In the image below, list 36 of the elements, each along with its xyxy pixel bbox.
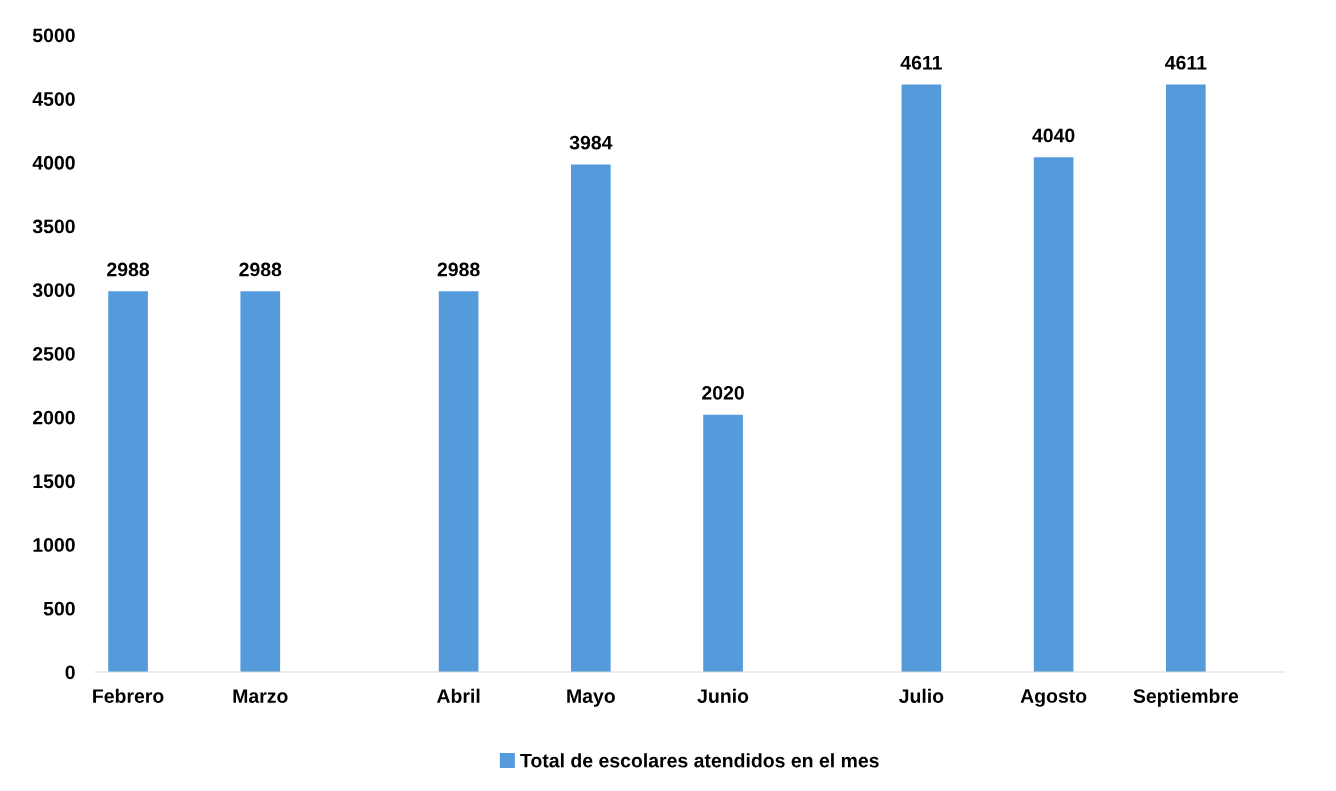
bar [703, 414, 743, 672]
y-tick-label: 2500 [32, 346, 75, 361]
data-label: 2988 [239, 262, 282, 277]
x-tick-label: Julio [899, 688, 944, 703]
x-tick-label: Mayo [567, 689, 615, 707]
x-tick-label: Febrero [93, 688, 164, 703]
bar [108, 291, 148, 672]
data-label: 2020 [702, 385, 744, 400]
y-tick-label: 0 [65, 665, 75, 680]
legend-label: Total de escolares atendidos en el mes [520, 753, 879, 768]
y-tick-label: 3500 [32, 219, 75, 234]
x-tick-label: Agosto [1020, 689, 1087, 707]
bar [1166, 84, 1206, 672]
y-tick-label: 500 [43, 601, 75, 616]
data-label: 2988 [107, 262, 150, 277]
y-tick-label: 4500 [32, 92, 75, 106]
data-label: 4611 [900, 55, 942, 70]
x-tick-label: Junio [697, 688, 749, 703]
bar [1033, 157, 1074, 672]
bar [438, 291, 479, 672]
y-tick-label: 4000 [32, 155, 75, 170]
y-tick-label: 3000 [32, 283, 75, 298]
data-label: 3984 [569, 135, 613, 150]
data-label: 2988 [437, 262, 480, 277]
x-tick-label: Abril [436, 688, 480, 703]
data-label: 4040 [1032, 128, 1075, 143]
bar [571, 164, 611, 672]
y-tick-label: 1000 [33, 538, 75, 552]
x-tick-label: Marzo [233, 689, 288, 703]
bar [901, 84, 942, 672]
x-tick-label: Septiembre [1133, 688, 1239, 707]
y-tick-label: 2000 [32, 410, 75, 425]
y-tick-label: 1500 [33, 474, 75, 489]
bar [240, 291, 281, 672]
y-tick-label: 5000 [32, 28, 75, 43]
data-label: 4611 [1165, 55, 1207, 70]
